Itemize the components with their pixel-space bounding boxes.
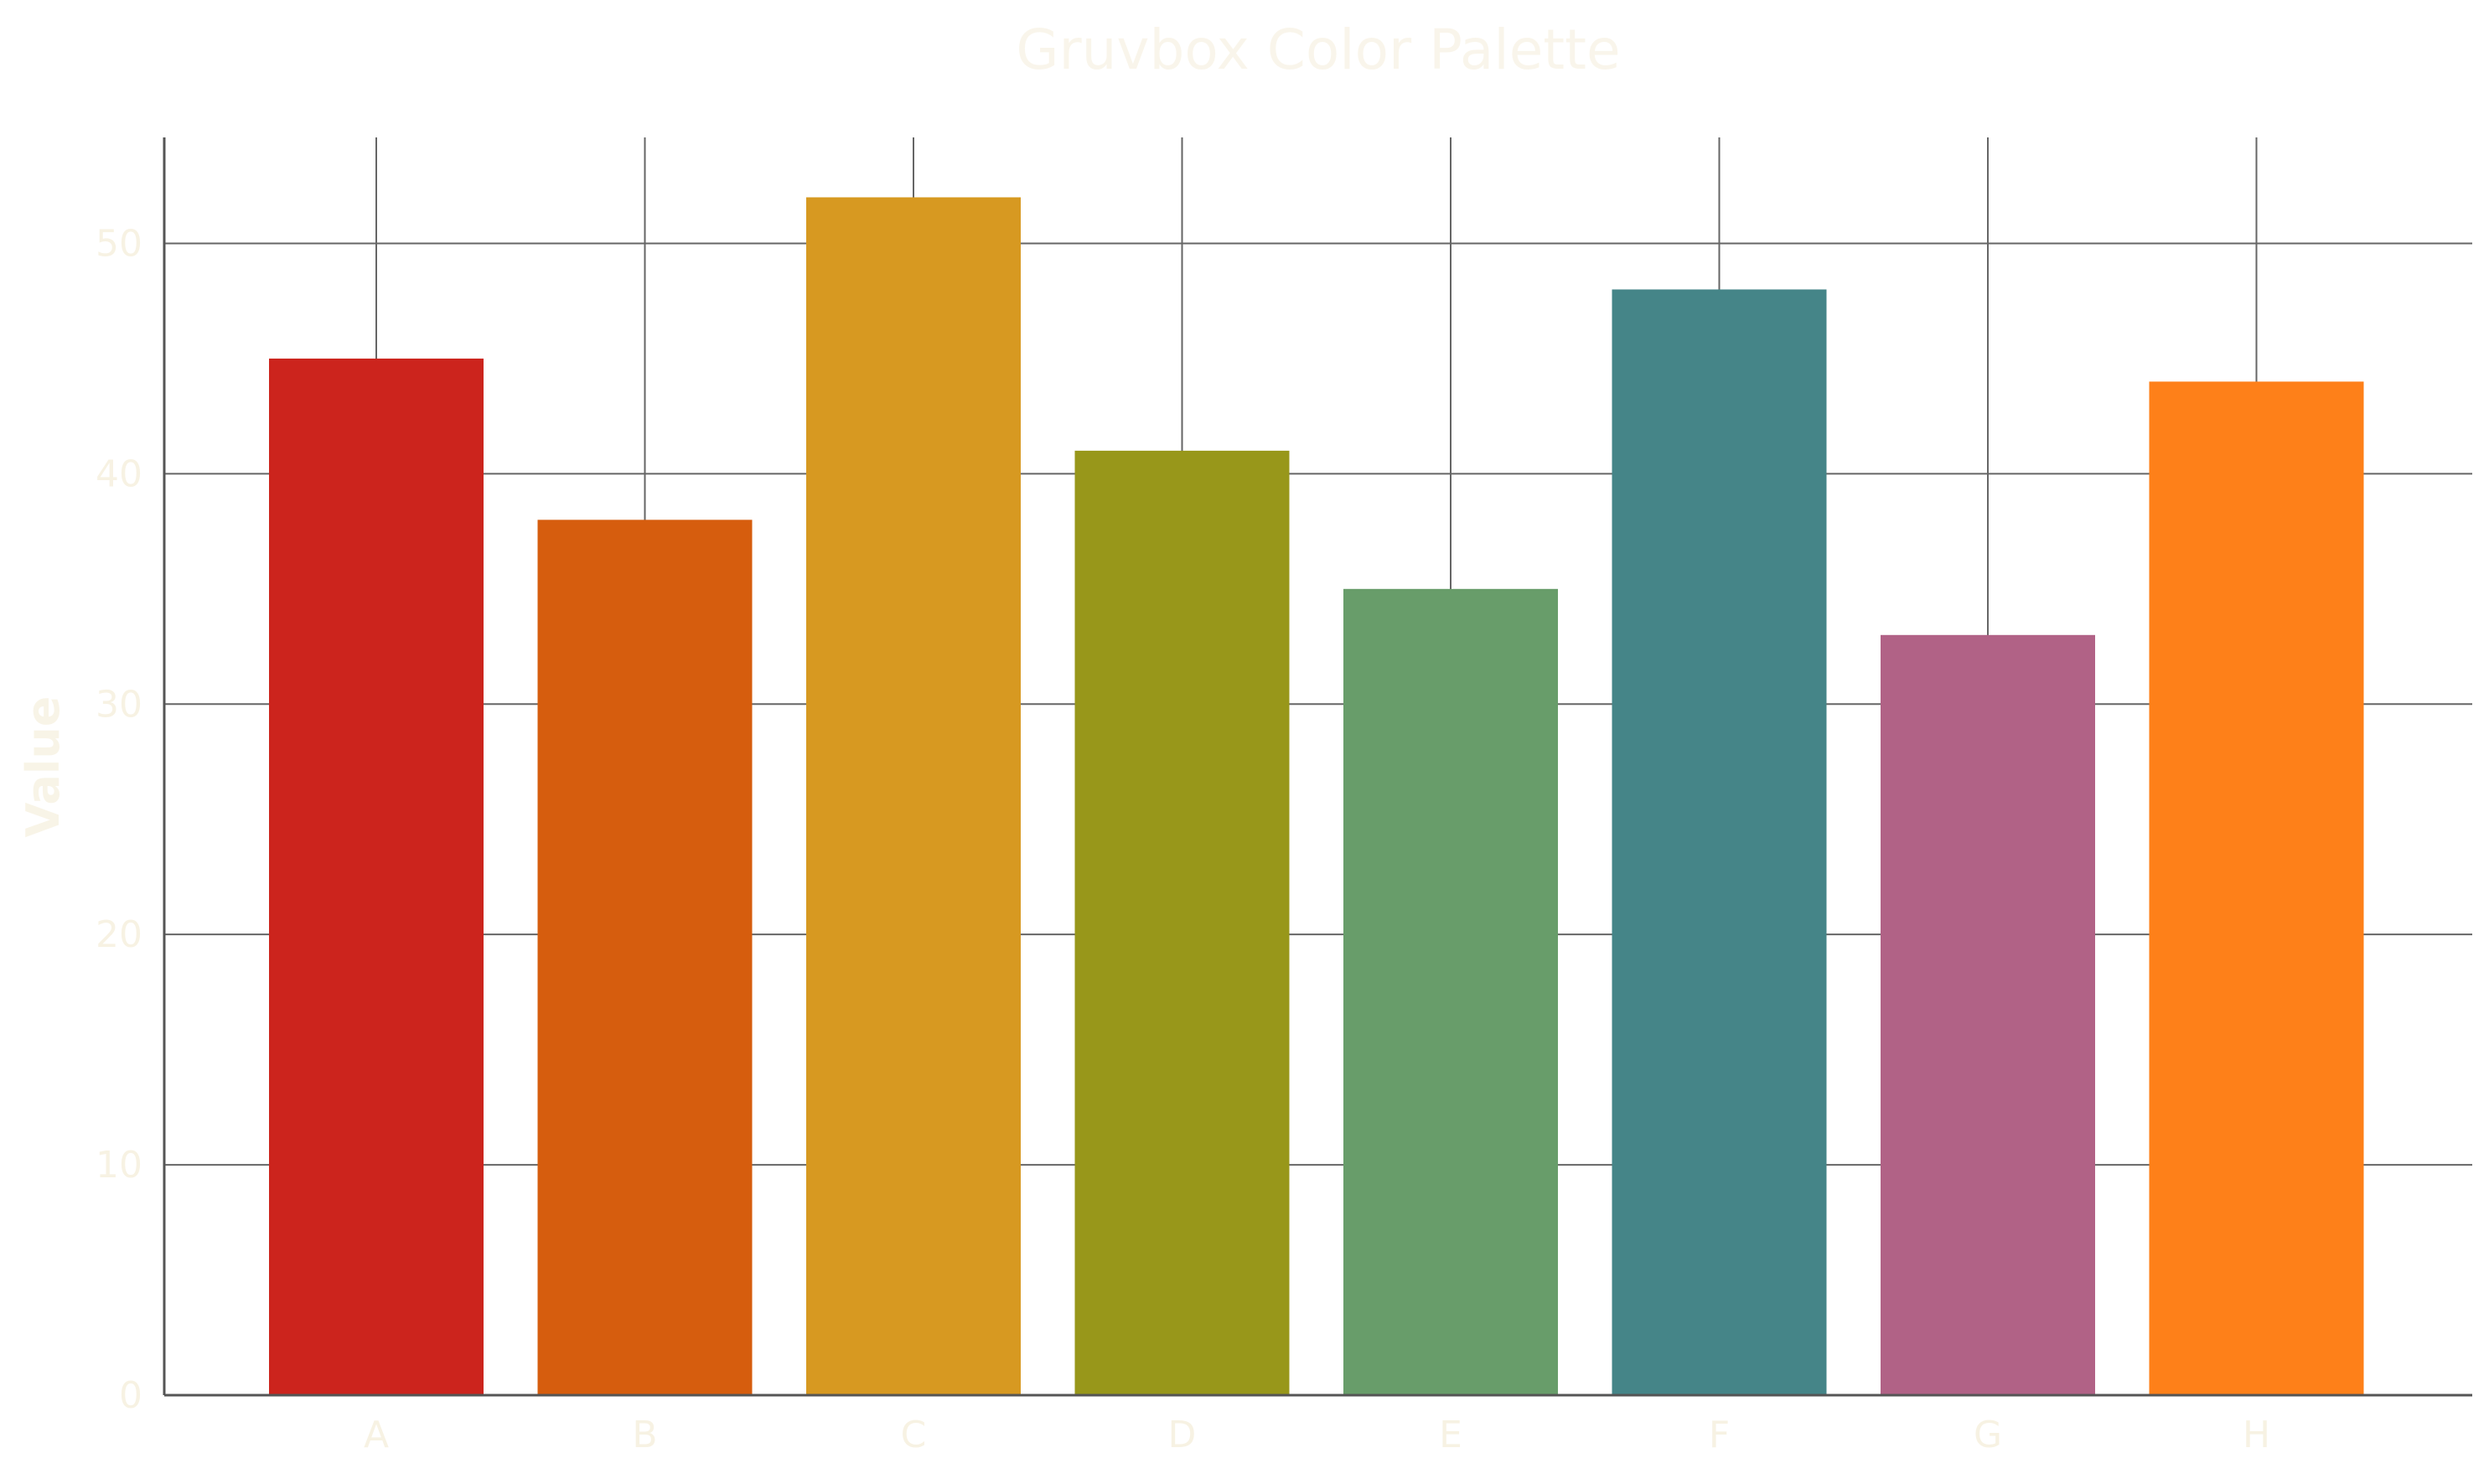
x-tick-label: E — [1439, 1414, 1462, 1456]
y-tick-label: 0 — [119, 1374, 142, 1417]
bar-c — [806, 197, 1021, 1395]
y-tick-labels: 0 10 20 30 40 50 — [96, 222, 142, 1417]
y-tick-label: 10 — [96, 1144, 142, 1187]
bar-d — [1074, 450, 1290, 1395]
bars — [269, 197, 2364, 1396]
y-tick-label: 20 — [96, 913, 142, 956]
x-tick-labels: A B C D E F G H — [364, 1414, 2270, 1456]
y-axis-label: Value — [17, 696, 70, 838]
chart-title: Gruvbox Color Palette — [1016, 18, 1620, 82]
y-tick-label: 40 — [96, 452, 142, 495]
x-tick-label: H — [2243, 1414, 2270, 1456]
y-tick-label: 30 — [96, 683, 142, 726]
y-tick-label: 50 — [96, 222, 142, 265]
bar-g — [1881, 634, 2095, 1395]
x-tick-label: A — [364, 1414, 389, 1456]
bar-f — [1612, 289, 1827, 1395]
x-tick-label: F — [1709, 1414, 1730, 1456]
grid-lines — [164, 137, 2472, 1395]
bar-h — [2149, 381, 2364, 1395]
bar-e — [1343, 588, 1558, 1395]
axes — [163, 137, 2472, 1397]
x-tick-label: G — [1974, 1414, 2002, 1456]
x-tick-label: B — [632, 1414, 657, 1456]
x-tick-label: D — [1168, 1414, 1197, 1456]
bar-a — [269, 358, 484, 1395]
bar-b — [537, 520, 753, 1396]
x-tick-label: C — [901, 1414, 927, 1456]
